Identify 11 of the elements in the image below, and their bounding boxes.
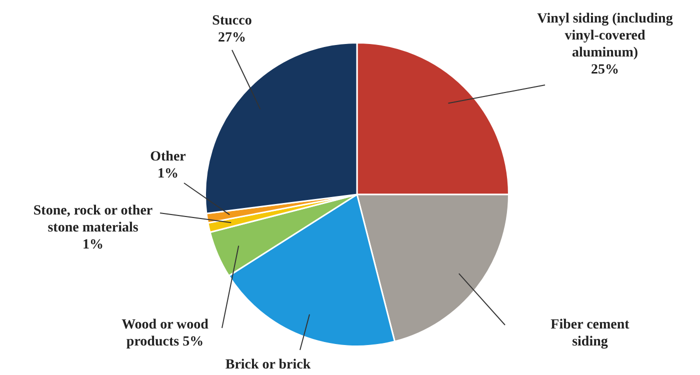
data-label: 25% bbox=[591, 62, 619, 78]
slice-label: Fiber cement siding bbox=[550, 318, 630, 350]
slice-label: Wood or wood products 5% bbox=[122, 318, 209, 350]
data-label: 27% bbox=[218, 30, 246, 46]
slice-label: Vinyl siding (including vinyl-covered aluminum) bbox=[537, 12, 673, 61]
slice-label: Other bbox=[150, 150, 186, 165]
slice-label: Brick or brick bbox=[225, 358, 311, 373]
data-label: 1% bbox=[82, 238, 104, 253]
slice-label: Stone, rock or other stone materials bbox=[33, 204, 153, 236]
data-label: 1% bbox=[158, 166, 178, 182]
slice-label: Stucco bbox=[212, 14, 252, 29]
